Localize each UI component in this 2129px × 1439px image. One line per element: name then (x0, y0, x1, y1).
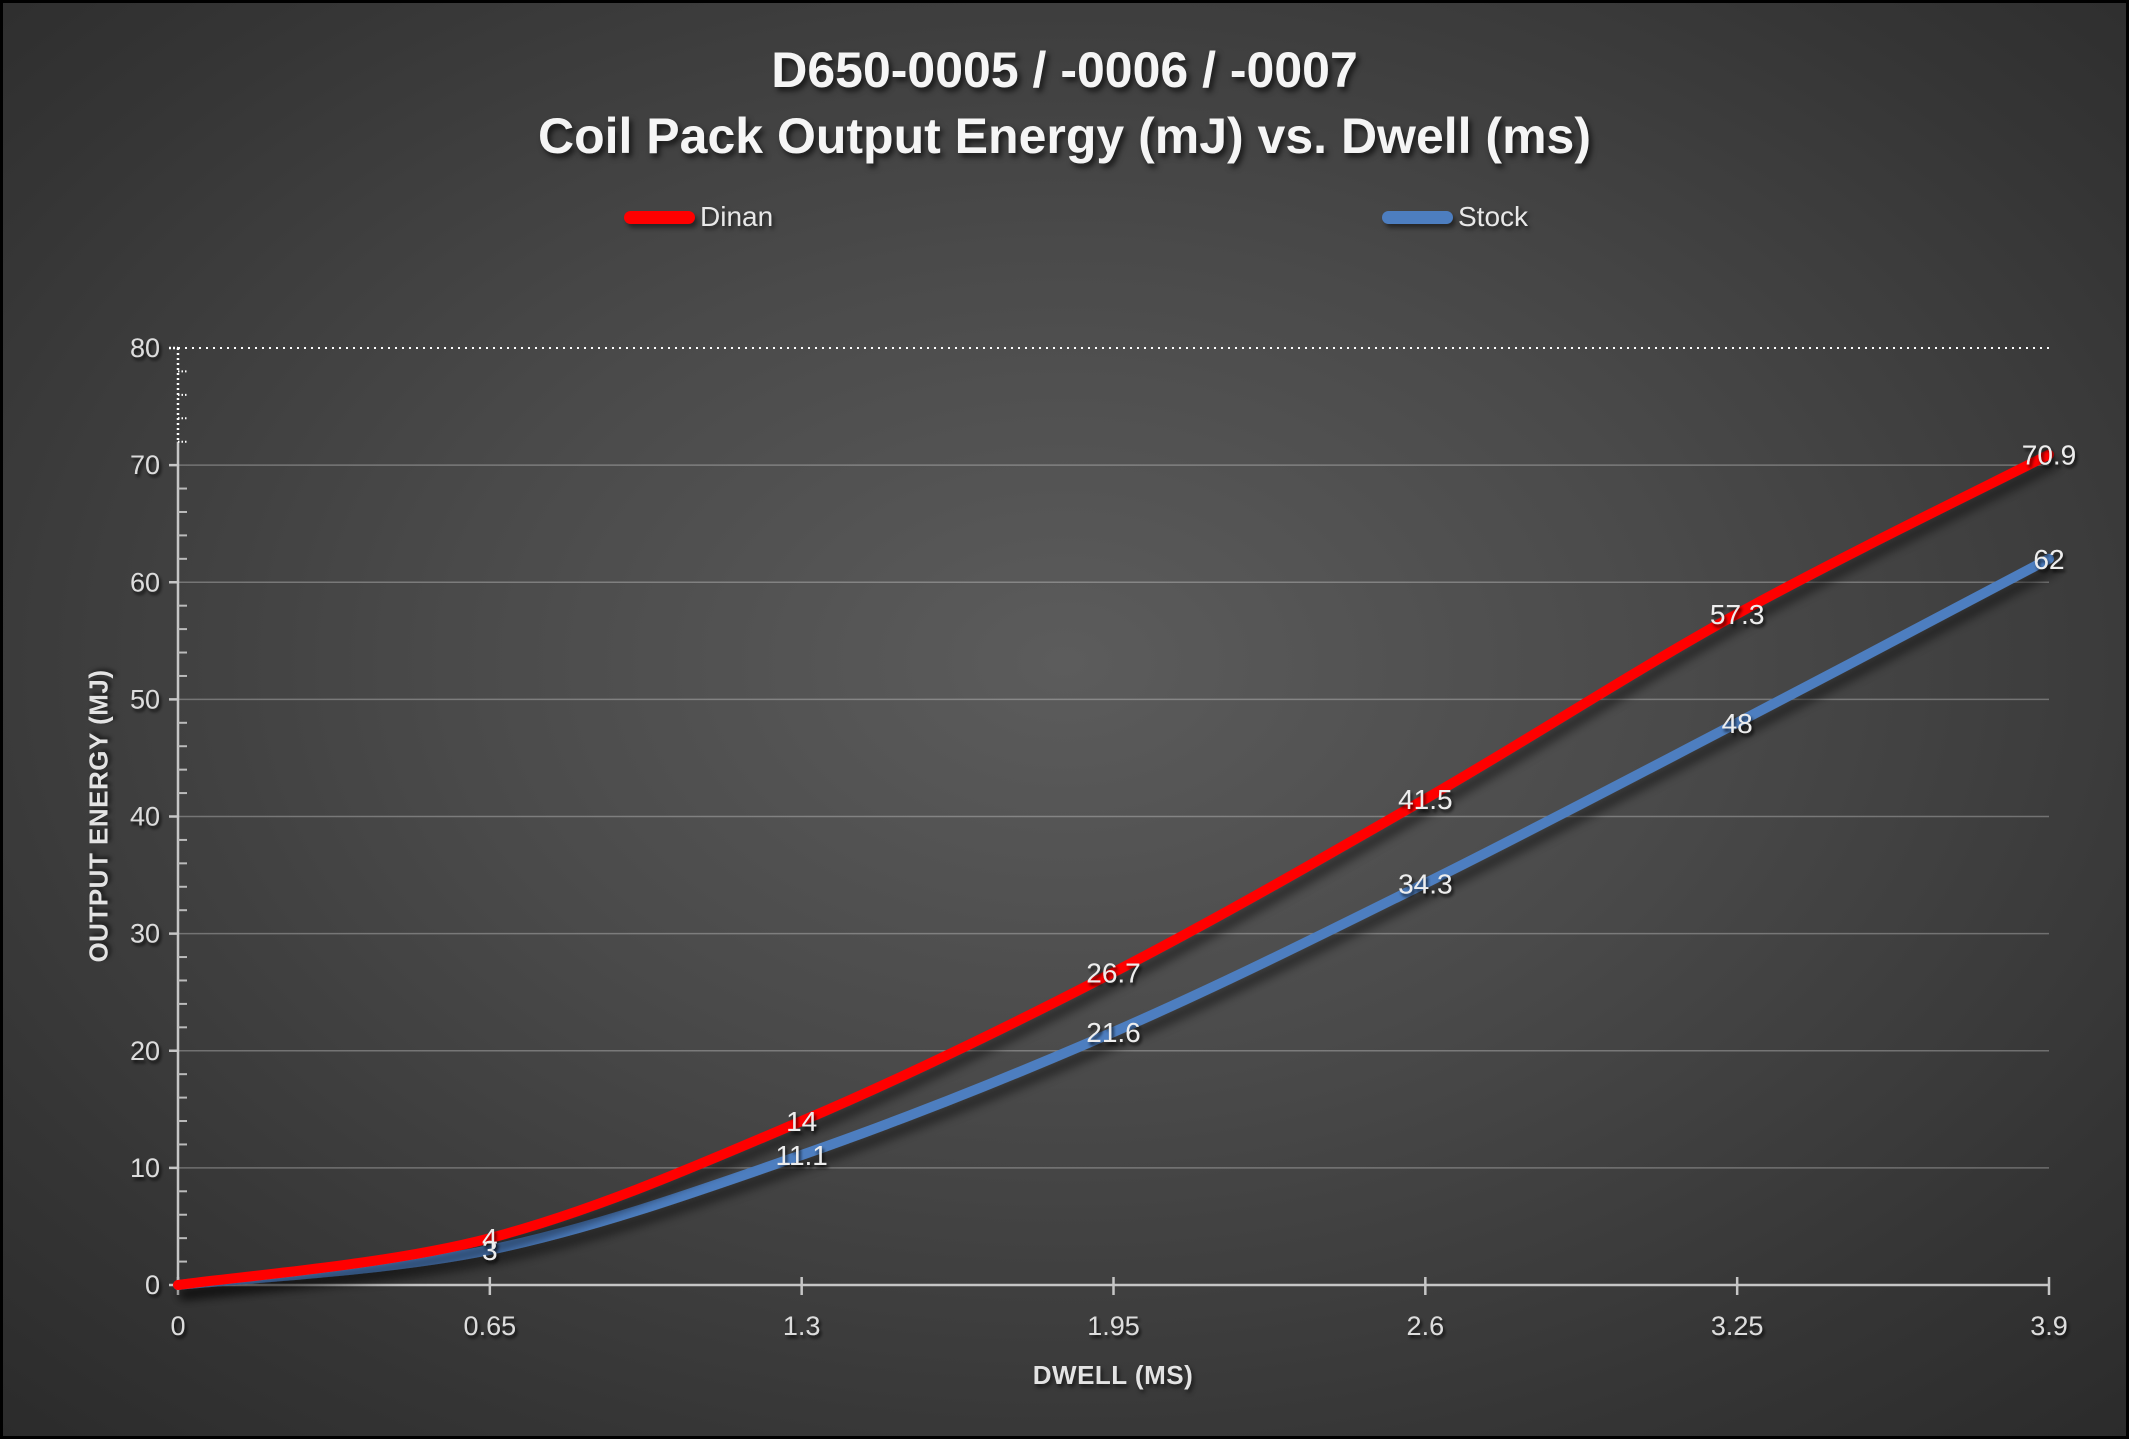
svg-text:3.25: 3.25 (1711, 1311, 1764, 1341)
svg-text:62: 62 (2033, 544, 2064, 575)
svg-text:0: 0 (145, 1270, 160, 1300)
chart-plot-area: 0 10 20 30 40 50 60 70 80 0 0.65 1.3 1.95 2.6 3.25 3.9 4… (130, 333, 2077, 1341)
chart-title: D650-0005 / -0006 / -0007 Coil Pack Outp… (3, 37, 2126, 169)
y-axis-title: OUTPUT ENERGY (MJ) (83, 669, 114, 963)
x-axis-title: DWELL (MS) (1032, 1360, 1194, 1390)
svg-text:57.3: 57.3 (1710, 599, 1765, 630)
svg-text:60: 60 (130, 567, 160, 597)
svg-text:80: 80 (130, 333, 160, 363)
chart-title-line2: Coil Pack Output Energy (mJ) vs. Dwell (… (537, 108, 1591, 164)
svg-text:30: 30 (130, 919, 160, 949)
svg-text:20: 20 (130, 1036, 160, 1066)
svg-text:70.9: 70.9 (2022, 440, 2077, 471)
stock-line-swatch (1382, 210, 1453, 224)
svg-text:40: 40 (130, 802, 160, 832)
svg-text:34.3: 34.3 (1398, 868, 1453, 899)
legend-item-dinan: Dinan (624, 201, 774, 232)
svg-text:1.3: 1.3 (783, 1311, 821, 1341)
svg-text:50: 50 (130, 684, 160, 714)
svg-text:3: 3 (482, 1235, 498, 1266)
svg-text:10: 10 (130, 1153, 160, 1183)
svg-text:26.7: 26.7 (1086, 957, 1141, 988)
svg-text:14: 14 (786, 1106, 817, 1137)
svg-text:21.6: 21.6 (1086, 1017, 1141, 1048)
svg-text:1.95: 1.95 (1087, 1311, 1140, 1341)
chart-title-line1: D650-0005 / -0006 / -0007 (771, 42, 1358, 98)
legend-item-stock: Stock (1382, 201, 1529, 232)
svg-text:11.1: 11.1 (775, 1140, 827, 1171)
legend-label-stock: Stock (1458, 201, 1529, 232)
legend-label-dinan: Dinan (700, 201, 774, 232)
svg-text:48: 48 (1722, 708, 1753, 739)
svg-text:41.5: 41.5 (1398, 784, 1453, 815)
dinan-line-swatch (624, 210, 695, 224)
svg-text:4: 4 (482, 1223, 498, 1254)
svg-text:3.9: 3.9 (2030, 1311, 2068, 1341)
svg-text:0.65: 0.65 (464, 1311, 517, 1341)
svg-text:2.6: 2.6 (1407, 1311, 1445, 1341)
svg-text:70: 70 (130, 450, 160, 480)
svg-text:0: 0 (170, 1311, 185, 1341)
